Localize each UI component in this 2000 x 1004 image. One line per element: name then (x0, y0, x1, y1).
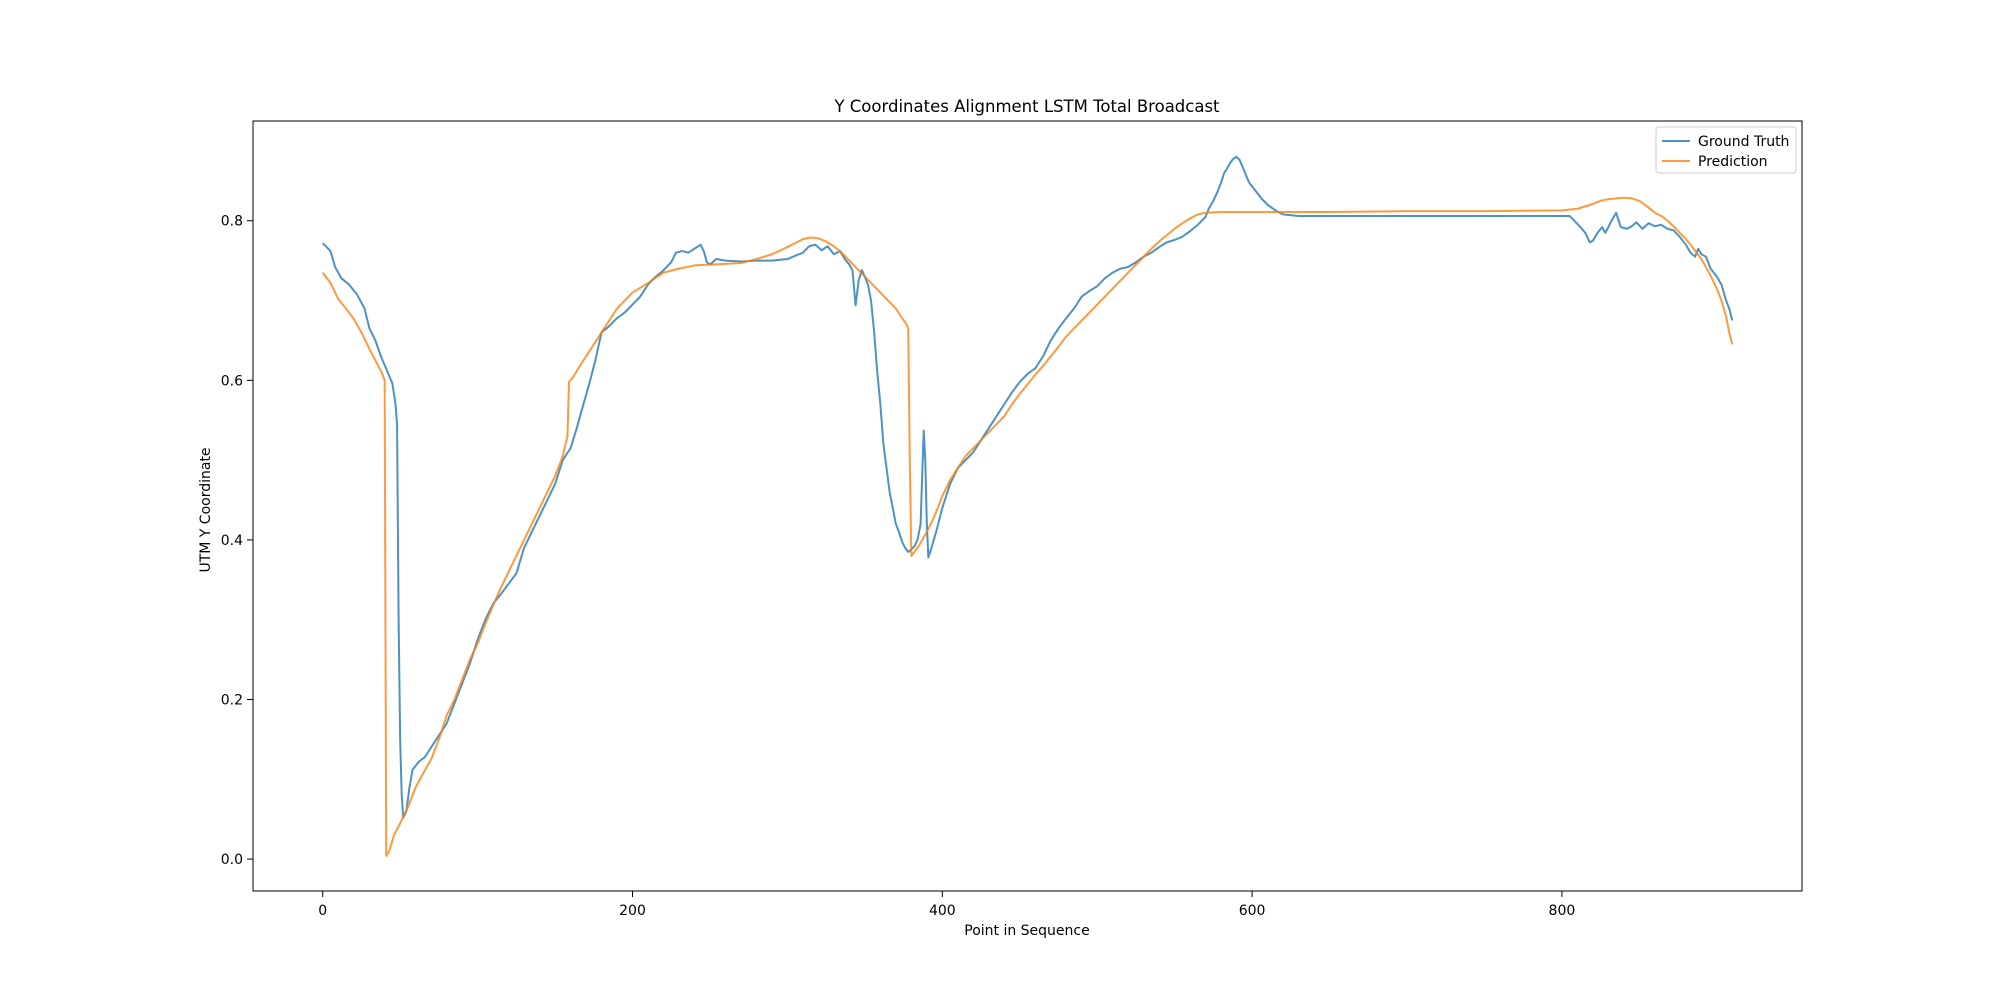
series-line-ground-truth (321, 155, 1734, 819)
y-tick-label: 0.6 (221, 373, 243, 389)
plot-layer (321, 155, 1734, 857)
legend-entry-label: Ground Truth (1698, 134, 1789, 150)
x-axis: 0 200 400 600 800 (318, 891, 1575, 919)
legend[interactable]: Ground Truth Prediction (1655, 126, 1797, 174)
x-tick-label: 800 (1549, 903, 1576, 919)
legend-entry-label: Prediction (1698, 154, 1768, 170)
plot-frame (252, 120, 1803, 892)
series-line-prediction (321, 196, 1734, 857)
x-axis-label: Point in Sequence (964, 923, 1089, 939)
y-tick-label: 0.4 (221, 533, 243, 549)
x-tick-label: 600 (1239, 903, 1266, 919)
y-axis: 0.0 0.2 0.4 0.6 0.8 (221, 214, 253, 868)
x-tick-label: 200 (619, 903, 646, 919)
x-tick-label: 400 (929, 903, 956, 919)
y-tick-label: 0.0 (221, 852, 243, 868)
legend-box (1655, 126, 1797, 174)
chart-title: Y Coordinates Alignment LSTM Total Broad… (833, 97, 1220, 116)
y-axis-label: UTM Y Coordinate (198, 447, 214, 572)
x-tick-label: 0 (318, 903, 327, 919)
y-tick-label: 0.8 (221, 214, 243, 230)
y-tick-label: 0.2 (221, 692, 243, 708)
